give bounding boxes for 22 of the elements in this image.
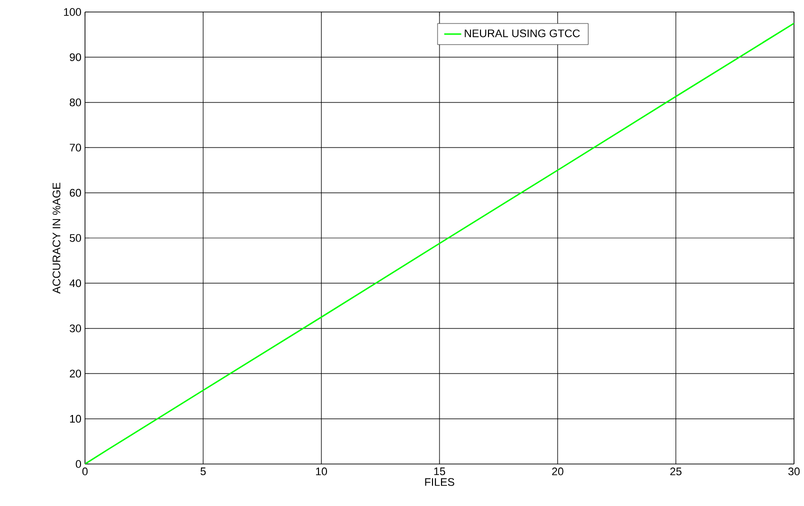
x-tick-label: 10 xyxy=(316,468,327,476)
x-tick-label: 25 xyxy=(670,468,682,476)
y-tick-label: 60 xyxy=(70,188,82,197)
y-tick-label: 80 xyxy=(70,98,82,106)
x-tick-label: 30 xyxy=(788,468,800,476)
y-tick-label: 100 xyxy=(64,8,82,16)
y-tick-label: 50 xyxy=(70,234,82,242)
y-tick-label: 40 xyxy=(70,279,82,288)
x-tick-label: 5 xyxy=(200,468,206,476)
y-tick-label: 70 xyxy=(70,144,82,152)
y-axis-title: ACCURACY IN %AGE xyxy=(52,182,60,294)
y-tick-label: 10 xyxy=(70,414,82,423)
y-tick-label: 20 xyxy=(70,370,82,378)
x-tick-label: 0 xyxy=(82,468,88,476)
line-series xyxy=(85,22,794,464)
y-tick-label: 0 xyxy=(76,460,82,468)
x-tick-label: 20 xyxy=(552,468,564,476)
y-tick-label: 90 xyxy=(70,53,82,62)
x-tick-label: 15 xyxy=(434,468,446,476)
y-tick-label: 30 xyxy=(70,324,82,332)
legend-label: NEURAL USING GTCC xyxy=(464,29,580,38)
x-axis-title: FILES xyxy=(425,478,454,486)
